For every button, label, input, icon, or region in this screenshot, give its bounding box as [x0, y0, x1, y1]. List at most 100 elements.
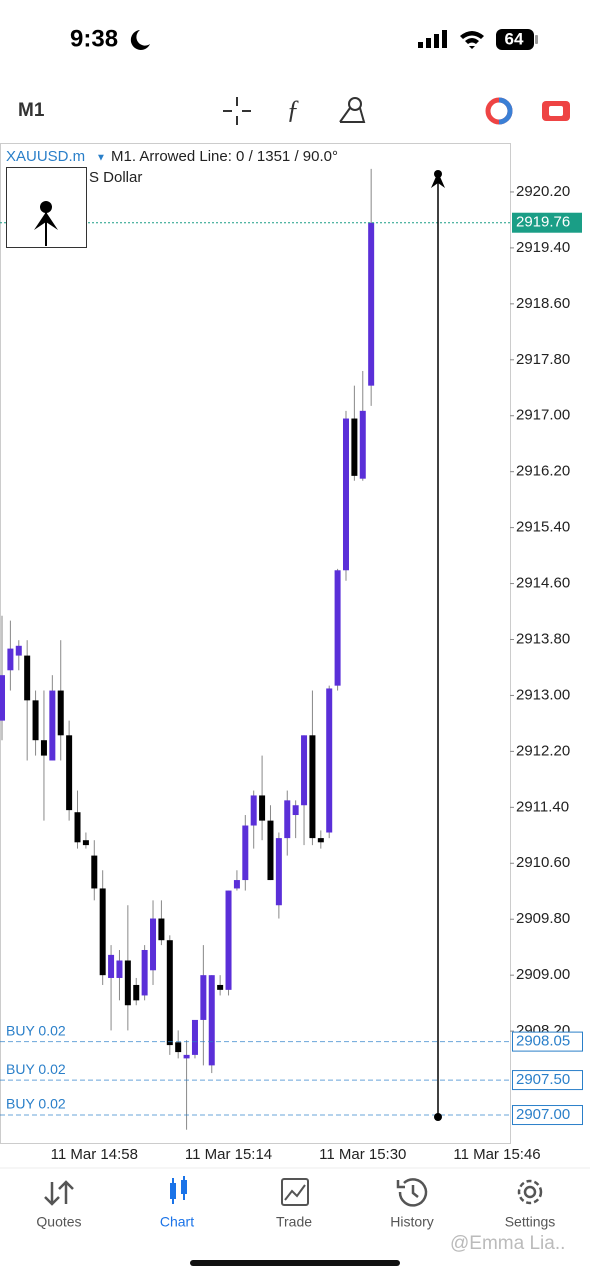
symbol-dropdown[interactable]: ▼ [96, 153, 106, 164]
trade-button-half [498, 97, 513, 125]
y-tick-label: 2920.20 [516, 183, 570, 200]
settings-icon [517, 1179, 543, 1205]
candle-body [334, 570, 341, 686]
chart-icon [170, 1176, 187, 1204]
order-price-box [512, 1070, 583, 1091]
oneclick-icon [549, 106, 563, 116]
candle-body [166, 940, 173, 1046]
candle-body [225, 890, 232, 990]
candle-body [175, 1042, 182, 1053]
y-tick-label: 2915.40 [516, 519, 570, 536]
order-label: BUY 0.02 [6, 1096, 66, 1112]
clock: 9:38 [70, 25, 118, 52]
timeframe-button[interactable]: M1 [18, 100, 45, 121]
y-tick-label: 2917.80 [516, 351, 570, 368]
y-tick-label: 2917.00 [516, 407, 570, 424]
y-tick-label: 2916.20 [516, 463, 570, 480]
order-price-label: 2907.50 [516, 1071, 570, 1088]
object-preview-icon [34, 201, 58, 246]
candle-body [359, 410, 366, 479]
indicators-button[interactable]: ƒ [287, 95, 300, 124]
trade-icon [281, 1178, 309, 1206]
candle-body [57, 690, 64, 736]
battery-tip [535, 35, 538, 44]
candle-body [66, 735, 73, 811]
candle-body [326, 688, 333, 833]
y-tick-label: 2918.60 [516, 295, 570, 312]
candle-body [49, 690, 56, 761]
nav-item[interactable]: Chart [160, 1214, 194, 1230]
candle-body [208, 975, 215, 1066]
symbol[interactable]: XAUUSD.m [6, 148, 85, 165]
nav-item[interactable]: Quotes [36, 1214, 81, 1230]
candle-body [141, 949, 148, 996]
y-tick-label: 2913.80 [516, 630, 570, 647]
y-tick-label: 2909.00 [516, 966, 570, 983]
arrowed-line[interactable] [431, 170, 445, 1121]
candle-body [233, 880, 240, 889]
signal-icon [418, 30, 447, 48]
x-tick-label: 11 Mar 15:30 [319, 1146, 406, 1163]
y-tick-label: 2910.60 [516, 854, 570, 871]
x-tick-label: 11 Mar 15:14 [185, 1146, 272, 1163]
order-price-label: 2907.00 [516, 1106, 570, 1123]
candle-body [108, 954, 115, 978]
candle-body [309, 735, 316, 839]
order-price-label: 2908.05 [516, 1033, 570, 1050]
order-label: BUY 0.02 [6, 1061, 66, 1077]
y-tick-label: 2912.20 [516, 742, 570, 759]
nav-bar: Quotes Chart Trade History Settings [36, 1214, 555, 1230]
nav-item[interactable]: History [390, 1214, 434, 1230]
crosshair-button[interactable] [223, 97, 251, 125]
candle-body [32, 700, 39, 741]
candle-body [0, 675, 5, 721]
moon-icon [130, 30, 150, 50]
candle-body [250, 795, 257, 826]
y-tick-label: 2914.60 [516, 575, 570, 592]
x-tick-label: 11 Mar 14:58 [51, 1146, 138, 1163]
candle-body [342, 418, 349, 571]
y-tick-label: 2911.40 [516, 798, 569, 815]
candle-body [40, 740, 47, 756]
candle-body [124, 960, 131, 1006]
watermark: @Emma Lia.. [450, 1233, 565, 1254]
candle-body [150, 918, 157, 971]
candle-body [200, 975, 207, 1020]
nav-item[interactable]: Settings [505, 1214, 556, 1230]
candle-body [133, 984, 140, 1001]
objects-button[interactable] [339, 97, 366, 123]
candle-body [74, 812, 81, 843]
candle-body [82, 840, 89, 846]
home-indicator [190, 1260, 400, 1266]
battery-level: 64 [505, 29, 524, 48]
history-icon [396, 1178, 428, 1207]
price-label: 2919.76 [516, 214, 570, 231]
candle-body [284, 800, 291, 839]
candle-body [15, 645, 22, 656]
chart-frame [0, 143, 511, 1144]
y-tick-label: 2919.40 [516, 239, 570, 256]
candle-body [259, 795, 266, 821]
candle-body [217, 984, 224, 990]
candle-body [116, 960, 123, 978]
candle-body [267, 820, 274, 881]
nav-item[interactable]: Trade [276, 1214, 312, 1230]
price-label-box [512, 212, 582, 233]
order-price-box [512, 1105, 583, 1126]
plot [0, 168, 514, 1130]
candle-body [368, 222, 375, 386]
candle-body [183, 1054, 190, 1059]
candle-body [275, 838, 282, 906]
symbol-description: S Dollar [89, 169, 142, 186]
y-tick-label: 2909.80 [516, 910, 570, 927]
wifi-icon [460, 31, 484, 49]
chart-subtitle: M1. Arrowed Line: 0 / 1351 / 90.0° [111, 148, 338, 165]
order-price-box [512, 1031, 583, 1052]
quotes-icon [44, 1180, 74, 1206]
battery-icon [496, 29, 534, 50]
candle-body [301, 735, 308, 806]
candle-body [242, 825, 249, 881]
candle-body [292, 805, 299, 816]
